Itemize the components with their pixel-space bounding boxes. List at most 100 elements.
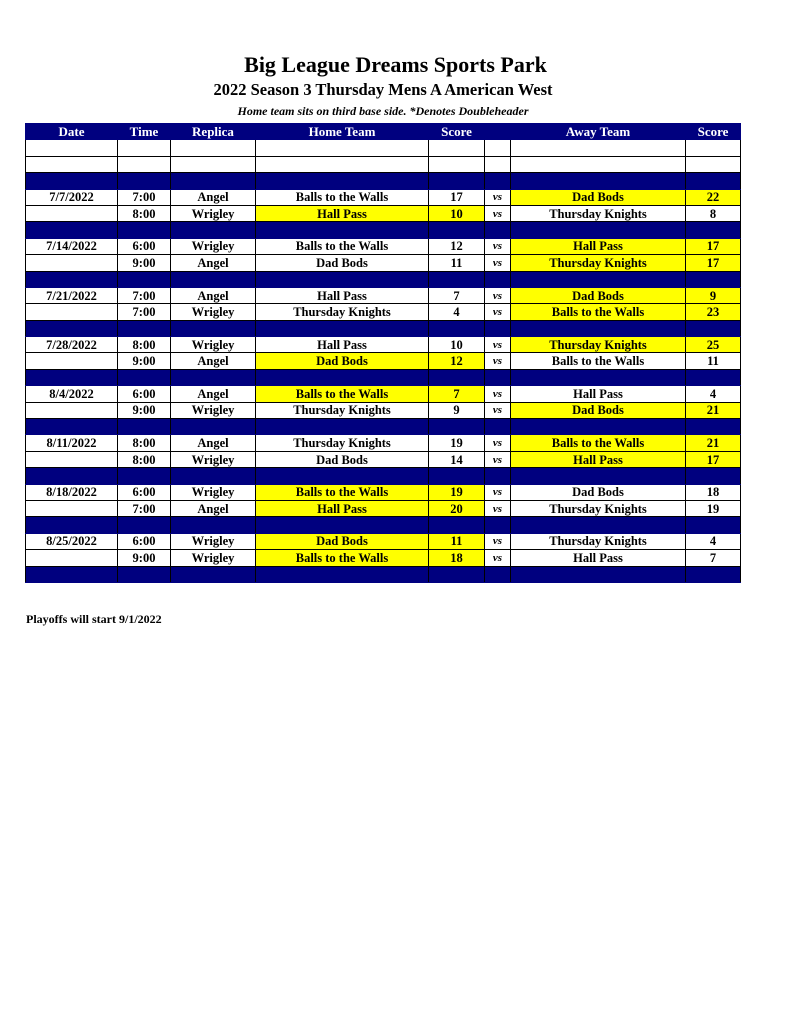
date-cell: [25, 204, 118, 223]
table-row: 9:00 Angel Dad Bods 11 vs Thursday Knights 17: [25, 254, 741, 272]
empty-cell: [510, 139, 686, 157]
date-cell: 7/7/2022: [25, 188, 118, 206]
field-cell: Wrigley: [170, 336, 256, 354]
field-cell: Wrigley: [170, 483, 256, 501]
empty-cell: [484, 139, 511, 157]
separator-row: [25, 467, 741, 485]
empty-cell: [170, 270, 256, 288]
time-cell: 8:00: [117, 450, 171, 469]
home-score-cell: 14: [428, 450, 485, 469]
empty-cell: [428, 139, 485, 157]
away-team-cell: Balls to the Walls: [510, 434, 686, 452]
empty-cell: [428, 418, 485, 436]
home-team-cell: Thursday Knights: [255, 303, 429, 321]
vs-cell: vs: [484, 499, 511, 518]
home-team-cell: Balls to the Walls: [255, 237, 429, 256]
vs-cell: vs: [484, 434, 511, 452]
empty-cell: [484, 516, 511, 534]
empty-cell: [484, 172, 511, 190]
empty-cell: [117, 467, 171, 485]
empty-cell: [510, 368, 686, 387]
home-team-cell: Hall Pass: [255, 336, 429, 354]
column-header: Away Team: [510, 122, 686, 141]
time-cell: 8:00: [117, 204, 171, 223]
home-score-cell: 12: [428, 237, 485, 256]
away-score-cell: 8: [685, 204, 741, 223]
time-cell: 7:00: [117, 303, 171, 321]
field-cell: Wrigley: [170, 450, 256, 469]
empty-cell: [255, 467, 429, 485]
blank-row: [25, 155, 741, 174]
time-cell: 6:00: [117, 483, 171, 501]
away-score-cell: 17: [685, 237, 741, 256]
home-score-cell: 7: [428, 286, 485, 305]
time-cell: 7:00: [117, 499, 171, 518]
table-row: 7/14/2022 6:00 Wrigley Balls to the Walls 12…: [25, 237, 741, 256]
empty-cell: [170, 155, 256, 174]
time-cell: 6:00: [117, 532, 171, 551]
field-cell: Wrigley: [170, 401, 256, 420]
table-row: 8/4/2022 6:00 Angel Balls to the Walls 7 vs Ha…: [25, 385, 741, 403]
away-score-cell: 19: [685, 499, 741, 518]
empty-cell: [685, 270, 741, 288]
empty-cell: [25, 565, 118, 583]
empty-cell: [510, 270, 686, 288]
empty-cell: [428, 565, 485, 583]
away-score-cell: 23: [685, 303, 741, 321]
empty-cell: [510, 418, 686, 436]
empty-cell: [117, 516, 171, 534]
empty-cell: [484, 155, 511, 174]
empty-cell: [255, 155, 429, 174]
away-score-cell: 9: [685, 286, 741, 305]
date-cell: 8/18/2022: [25, 483, 118, 501]
empty-cell: [685, 565, 741, 583]
empty-cell: [484, 467, 511, 485]
date-cell: 7/28/2022: [25, 336, 118, 354]
header-row: Date Time Replica Home Team Score Away Team Sc…: [25, 122, 741, 141]
empty-cell: [484, 565, 511, 583]
column-header: Score: [685, 122, 741, 141]
field-cell: Angel: [170, 188, 256, 206]
away-score-cell: 17: [685, 450, 741, 469]
empty-cell: [428, 516, 485, 534]
home-score-cell: 11: [428, 254, 485, 272]
vs-cell: vs: [484, 204, 511, 223]
table-row: 9:00 Wrigley Thursday Knights 9 vs Dad Bods 21: [25, 401, 741, 420]
vs-cell: vs: [484, 549, 511, 567]
column-header: Time: [117, 122, 171, 141]
empty-cell: [117, 368, 171, 387]
away-team-cell: Dad Bods: [510, 401, 686, 420]
home-score-cell: 17: [428, 188, 485, 206]
away-team-cell: Thursday Knights: [510, 499, 686, 518]
empty-cell: [484, 418, 511, 436]
empty-cell: [510, 155, 686, 174]
time-cell: 9:00: [117, 549, 171, 567]
home-team-cell: Dad Bods: [255, 352, 429, 370]
empty-cell: [428, 270, 485, 288]
empty-cell: [510, 221, 686, 239]
empty-cell: [428, 467, 485, 485]
table-row: 8/18/2022 6:00 Wrigley Balls to the Walls 19…: [25, 483, 741, 501]
empty-cell: [255, 172, 429, 190]
home-score-cell: 4: [428, 303, 485, 321]
column-header: [484, 122, 511, 141]
home-team-cell: Thursday Knights: [255, 434, 429, 452]
home-score-cell: 19: [428, 434, 485, 452]
vs-cell: vs: [484, 401, 511, 420]
page-subtitle: 2022 Season 3 Thursday Mens A American W…: [213, 80, 553, 99]
home-score-cell: 19: [428, 483, 485, 501]
home-score-cell: 10: [428, 336, 485, 354]
date-cell: [25, 549, 118, 567]
home-score-cell: 20: [428, 499, 485, 518]
field-cell: Wrigley: [170, 303, 256, 321]
field-cell: Wrigley: [170, 204, 256, 223]
date-cell: [25, 450, 118, 469]
date-cell: 8/4/2022: [25, 385, 118, 403]
away-score-cell: 21: [685, 434, 741, 452]
time-cell: 6:00: [117, 385, 171, 403]
empty-cell: [117, 418, 171, 436]
table-row: 8:00 Wrigley Hall Pass 10 vs Thursday Knights…: [25, 204, 741, 223]
empty-cell: [170, 172, 256, 190]
empty-cell: [25, 516, 118, 534]
empty-cell: [685, 368, 741, 387]
